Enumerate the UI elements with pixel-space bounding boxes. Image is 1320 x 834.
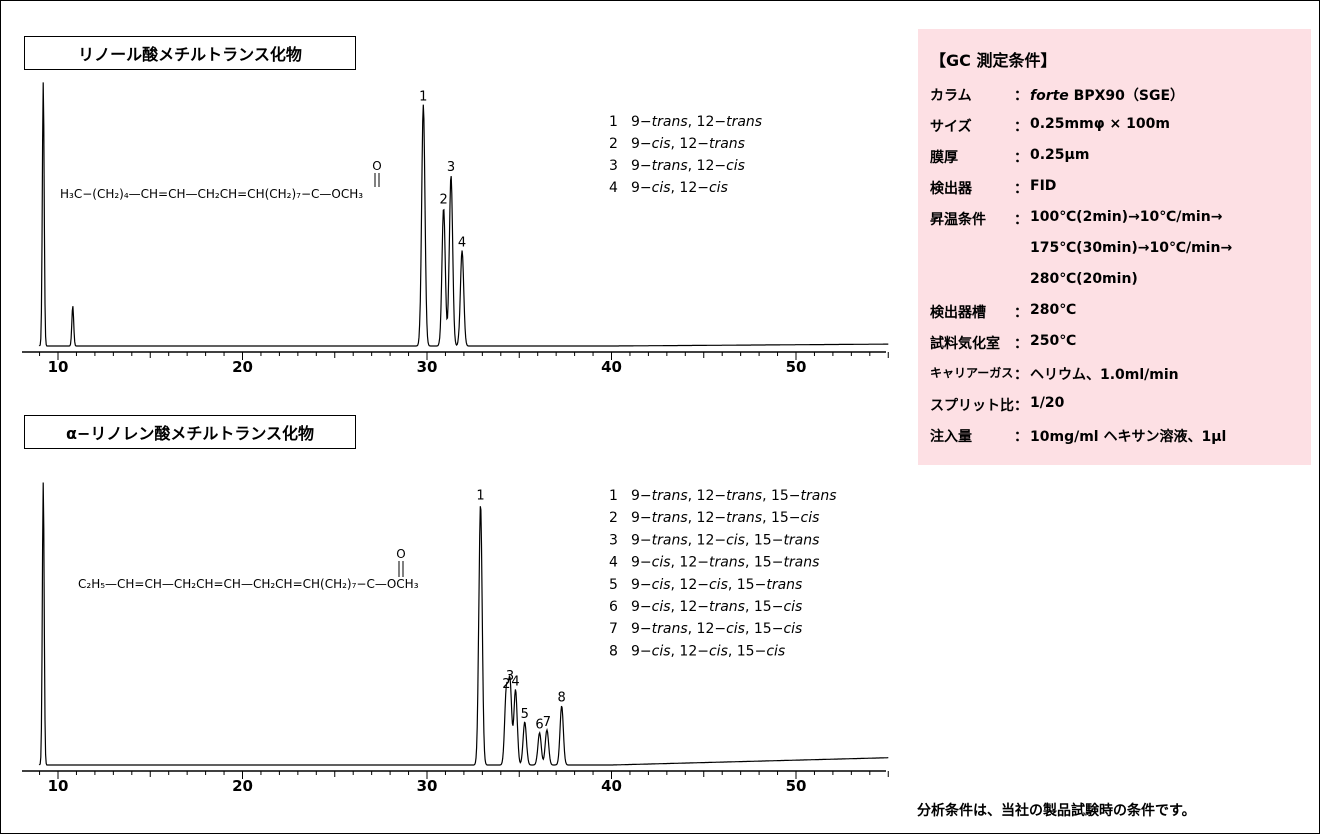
peak-label: 4 [458, 235, 466, 250]
gc-conditions-panel: 【GC 測定条件】 カラム： forte BPX90（SGE） サイズ： 0.25mm… [918, 29, 1311, 465]
peak-label: 4 [511, 675, 519, 690]
legend-entry: 9−cis, 12−cis [631, 180, 728, 196]
condition-value: 175℃(30min)→10℃/min→ [1030, 240, 1233, 256]
condition-label: サイズ [930, 119, 972, 135]
legend-entry: 9−trans, 12−cis, 15−cis [631, 621, 802, 637]
condition-label: 試料気化室 [930, 336, 1000, 352]
legend-number: 2 [609, 136, 618, 152]
condition-colon: ： [1014, 398, 1028, 414]
peak-label: 3 [506, 669, 514, 684]
peak-label: 5 [521, 707, 529, 722]
legend-number: 3 [609, 158, 618, 174]
legend-number: 4 [609, 180, 618, 196]
legend-entry: 9−cis, 12−trans, 15−cis [631, 599, 802, 615]
condition-label: 昇温条件 [930, 212, 986, 228]
carbonyl-oxygen: O [396, 547, 405, 561]
condition-label: スプリット比 [930, 398, 1014, 414]
condition-colon: ： [1014, 212, 1028, 228]
footnote: 分析条件は、当社の製品試験時の条件です。 [917, 803, 1196, 819]
chart1-title: リノール酸メチルトランス化物 [24, 36, 356, 70]
x-tick-label: 20 [232, 358, 253, 376]
x-tick-label: 20 [232, 777, 253, 795]
condition-colon: ： [1014, 367, 1028, 383]
legend-entry: 9−trans, 12−trans, 15−trans [631, 488, 837, 504]
legend-number: 6 [609, 599, 618, 615]
condition-value: 0.25μm [1030, 147, 1090, 163]
carbonyl-oxygen: O [372, 159, 381, 173]
gc-conditions-title: 【GC 測定条件】 [930, 51, 1057, 70]
peak-label: 7 [543, 715, 551, 730]
legend-number: 2 [609, 510, 618, 526]
condition-value: 10mg/ml ヘキサン溶液、1μl [1030, 429, 1227, 445]
condition-colon: ： [1014, 429, 1028, 445]
x-tick-label: 50 [786, 777, 807, 795]
legend-entry: 9−trans, 12−cis, 15−trans [631, 532, 819, 548]
condition-value: ヘリウム、1.0ml/min [1030, 367, 1179, 383]
x-tick-label: 50 [786, 358, 807, 376]
x-tick-label: 30 [417, 358, 438, 376]
legend-number: 3 [609, 532, 618, 548]
x-tick-label: 40 [601, 358, 622, 376]
structural-formula: H₃C−(CH₂)₄—CH=CH—CH₂CH=CH(CH₂)₇−C—OCH₃ [60, 187, 363, 201]
legend-entry: 9−trans, 12−cis [631, 158, 745, 174]
condition-label: 膜厚 [930, 150, 958, 166]
condition-value: 250℃ [1030, 333, 1077, 349]
chromatogram-trace [38, 482, 889, 766]
condition-colon: ： [1014, 88, 1028, 104]
peak-label: 1 [419, 90, 427, 105]
condition-value: 0.25mmφ × 100m [1030, 116, 1170, 132]
peak-label: 3 [447, 160, 455, 175]
legend-entry: 9−cis, 12−cis, 15−cis [631, 643, 785, 659]
peak-label: 1 [476, 489, 484, 504]
condition-value: FID [1030, 178, 1057, 194]
condition-label: 検出器槽 [930, 305, 986, 321]
legend-entry: 9−cis, 12−cis, 15−trans [631, 577, 802, 593]
condition-colon: ： [1014, 119, 1028, 135]
condition-colon: ： [1014, 336, 1028, 352]
legend-entry: 9−cis, 12−trans [631, 136, 745, 152]
peak-label: 6 [535, 718, 543, 733]
peak-label: 8 [558, 691, 566, 706]
condition-label: 検出器 [930, 181, 972, 197]
condition-value: 100℃(2min)→10℃/min→ [1030, 209, 1223, 225]
condition-label: キャリアーガス [930, 366, 1014, 380]
chromatogram-trace [38, 82, 889, 347]
condition-colon: ： [1014, 305, 1028, 321]
legend-entry: 9−trans, 12−trans, 15−cis [631, 510, 819, 526]
legend-entry: 9−cis, 12−trans, 15−trans [631, 555, 819, 571]
legend-number: 8 [609, 643, 618, 659]
condition-colon: ： [1014, 150, 1028, 166]
chart2-title: α−リノレン酸メチルトランス化物 [24, 415, 356, 449]
condition-label: カラム [930, 88, 972, 104]
condition-colon: ： [1014, 181, 1028, 197]
x-tick-label: 10 [48, 358, 69, 376]
legend-entry: 9−trans, 12−trans [631, 114, 762, 130]
peak-label: 2 [439, 193, 447, 208]
legend-number: 1 [609, 114, 618, 130]
condition-value: 280℃(20min) [1030, 271, 1138, 287]
legend-number: 5 [609, 577, 618, 593]
condition-value: 1/20 [1030, 395, 1065, 411]
peak-label: 2 [502, 677, 510, 692]
legend-number: 7 [609, 621, 618, 637]
condition-value: 280℃ [1030, 302, 1077, 318]
legend-number: 1 [609, 488, 618, 504]
x-tick-label: 40 [601, 777, 622, 795]
legend-number: 4 [609, 555, 618, 571]
x-tick-label: 10 [48, 777, 69, 795]
condition-label: 注入量 [930, 429, 972, 445]
condition-value: forte BPX90（SGE） [1030, 88, 1185, 104]
x-tick-label: 30 [417, 777, 438, 795]
structural-formula: C₂H₅—CH=CH—CH₂CH=CH—CH₂CH=CH(CH₂)₇−C—OCH… [78, 577, 419, 591]
